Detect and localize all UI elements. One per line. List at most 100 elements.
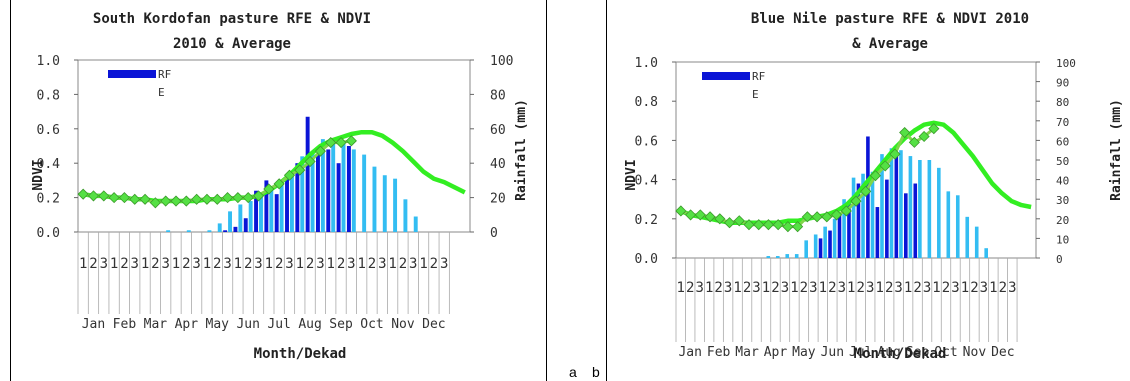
rfe-average-bar [842, 199, 846, 258]
chart-south-kordofan: South Kordofan pasture RFE & NDVI 2010 & … [31, 11, 529, 362]
month-label: Feb [707, 345, 731, 360]
ndvi-2010-marker [753, 219, 765, 231]
dekad-label: 2 [89, 256, 97, 272]
dekad-label: 1 [357, 256, 365, 272]
right-tick-label: 20 [490, 192, 506, 207]
month-label: Aug [877, 345, 900, 360]
dekad-label: 1 [847, 280, 855, 296]
ndvi-2010-marker [263, 183, 275, 195]
dekad-label: 2 [151, 256, 159, 272]
left-tick-label: 0.6 [635, 134, 658, 149]
rfe-2010-bar [894, 152, 899, 258]
dekad-label: 2 [686, 280, 694, 296]
y-axis-label-left: NDVI [31, 159, 46, 190]
rfe-average-bar [899, 150, 903, 258]
dekad-label: 2 [306, 256, 314, 272]
panel-letter-a: a [569, 364, 577, 380]
ndvi-2010-marker [325, 136, 337, 149]
dekad-label: 1 [172, 256, 180, 272]
month-label: Aug [298, 317, 321, 332]
rfe-average-bar [794, 254, 799, 258]
ndvi-2010-marker [782, 221, 794, 233]
rfe-2010-bar [818, 238, 823, 258]
dekad-label: 3 [409, 256, 417, 272]
ndvi-2010-marker [77, 188, 89, 200]
dekad-label: 3 [285, 256, 293, 272]
ndvi-2010-marker [675, 205, 687, 217]
right-tick-label: 100 [490, 54, 513, 69]
dekad-label: 2 [399, 256, 407, 272]
dekad-label: 1 [79, 256, 87, 272]
dekad-label: 3 [951, 280, 959, 296]
left-tick-label: 0.8 [635, 95, 658, 110]
rfe-average-bar [393, 178, 398, 232]
dekad-label: 3 [980, 280, 988, 296]
ndvi-2010-marker [345, 135, 357, 147]
rfe-2010-bar [875, 207, 880, 258]
rfe-2010-bar [346, 146, 351, 232]
rfe-average-bar [289, 173, 294, 232]
rfe-2010-bar [316, 154, 320, 232]
dekad-label: 3 [347, 256, 355, 272]
rfe-average-bar [908, 156, 913, 258]
chart-title-line-0: Blue Nile pasture RFE & NDVI 2010 [751, 11, 1029, 27]
ndvi-2010-marker [850, 195, 862, 207]
ndvi-2010-marker [830, 209, 843, 221]
ndvi-2010-marker [840, 205, 852, 217]
dekad-label: 1 [932, 280, 940, 296]
ndvi-2010-marker [180, 195, 192, 207]
dekad-label: 2 [885, 280, 893, 296]
ndvi-2010-marker [273, 178, 285, 190]
dekad-label: 1 [141, 256, 149, 272]
plot-area [675, 61, 1037, 259]
month-label: Dec [422, 317, 445, 332]
month-label: Jan [678, 345, 701, 360]
dekad-label: 2 [182, 256, 190, 272]
left-tick-label: 0.0 [635, 252, 658, 267]
legend-label-line-0: RF [752, 70, 765, 83]
dekad-label: 2 [714, 280, 722, 296]
dekad-label: 3 [223, 256, 231, 272]
dekad-label: 2 [800, 280, 808, 296]
dekad-label: 1 [110, 256, 118, 272]
month-label: Jun [236, 317, 259, 332]
rfe-average-bar [217, 223, 222, 232]
dekad-label: 1 [762, 280, 770, 296]
ndvi-2010-marker [283, 169, 296, 181]
dekad-label: 3 [378, 256, 386, 272]
rfe-2010-bar [233, 226, 238, 232]
rfe-2010-bar [254, 190, 259, 232]
ndvi-2010-marker [149, 197, 161, 209]
left-tick-label: 0.4 [37, 157, 61, 172]
rfe-average-bar [341, 142, 346, 232]
y-axis-label-right: Rainfall (mm) [514, 99, 529, 201]
rfe-2010-bar [336, 163, 341, 232]
dekad-label: 1 [961, 280, 969, 296]
dekad-label: 1 [203, 256, 211, 272]
rfe-average-bar [984, 248, 988, 258]
left-tick-label: 0.6 [37, 123, 60, 138]
right-tick-label: 80 [1056, 96, 1069, 109]
dekad-label: 2 [771, 280, 779, 296]
ndvi-2010-marker [314, 145, 326, 157]
right-tick-label: 90 [1056, 77, 1069, 90]
rfe-average-bar [269, 187, 274, 232]
ndvi-2010-marker [860, 185, 872, 197]
ndvi-2010-marker [304, 155, 316, 168]
ndvi-2010-marker [908, 136, 920, 148]
ndvi-2010-marker [889, 148, 901, 160]
rfe-average-bar [880, 154, 884, 258]
dekad-label: 3 [161, 256, 169, 272]
rfe-average-bar [974, 226, 979, 258]
left-tick-label: 1.0 [635, 56, 658, 71]
dekad-label: 2 [213, 256, 221, 272]
rfe-average-bar [832, 218, 837, 258]
right-tick-label: 10 [1056, 233, 1069, 246]
ndvi-average-line [82, 129, 466, 204]
ndvi-average-line [680, 120, 1032, 225]
ndvi-2010-marker [118, 192, 130, 204]
dekad-label: 3 [192, 256, 200, 272]
ndvi-2010-marker [899, 126, 911, 139]
rfe-2010-bar [326, 149, 331, 232]
